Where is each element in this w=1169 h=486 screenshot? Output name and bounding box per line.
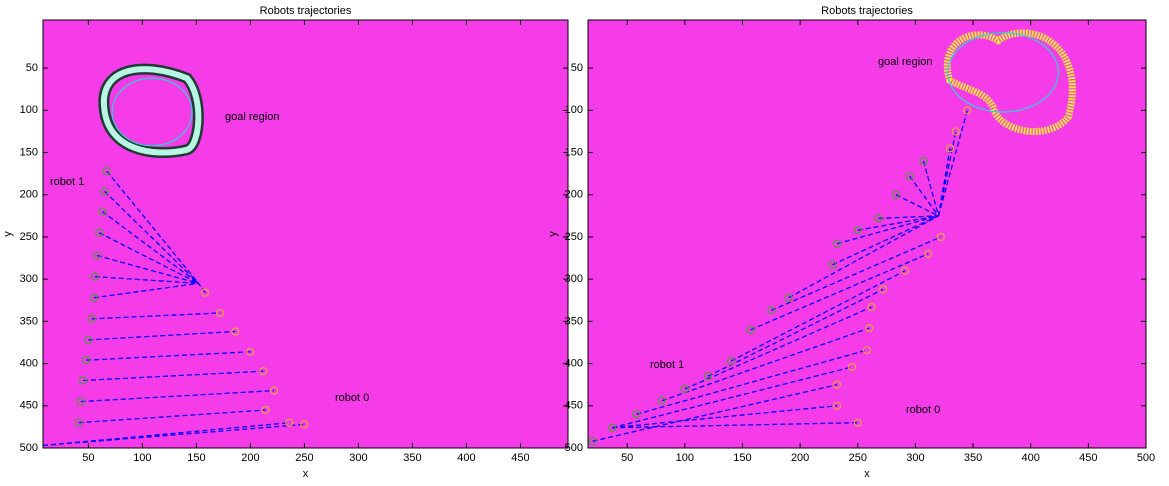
y-tick-label: 100 <box>565 104 583 116</box>
y-tick-label: 200 <box>20 189 38 201</box>
x-axis-label: x <box>864 468 870 480</box>
chart-right: robot 1 robot 0 goal region 50 100 150 200 250 3… <box>547 5 1155 480</box>
x-tick-label: 450 <box>1079 452 1097 464</box>
x-tick-label: 300 <box>906 452 924 464</box>
x-tick-label: 400 <box>457 452 475 464</box>
x-tick-label: 500 <box>1137 452 1155 464</box>
y-tick-label: 450 <box>565 400 583 412</box>
y-tick-label: 450 <box>20 400 38 412</box>
x-tick-label: 300 <box>349 452 367 464</box>
plot-background <box>43 20 568 448</box>
robot-label: robot 0 <box>335 392 369 404</box>
y-tick-label: 300 <box>565 273 583 285</box>
x-tick-label: 150 <box>733 452 751 464</box>
y-tick-label: 150 <box>565 146 583 158</box>
plot-background <box>588 20 1146 448</box>
x-tick-label: 50 <box>82 452 94 464</box>
y-tick-label: 500 <box>565 442 583 454</box>
y-tick-label: 300 <box>20 273 38 285</box>
y-axis-label: y <box>547 231 559 237</box>
chart-left: robot 1 robot 0 goal region 50 100 150 200 250 3… <box>2 5 568 480</box>
x-tick-label: 350 <box>403 452 421 464</box>
y-axis-label: y <box>2 231 14 237</box>
robot-label: robot 0 <box>906 404 940 416</box>
x-tick-label: 350 <box>964 452 982 464</box>
y-tick-label: 50 <box>571 62 583 74</box>
robot-label: robot 1 <box>50 176 84 188</box>
x-tick-label: 100 <box>676 452 694 464</box>
y-tick-label: 100 <box>20 104 38 116</box>
goal-label: goal region <box>225 111 279 123</box>
y-tick-label: 150 <box>20 146 38 158</box>
y-tick-label: 400 <box>20 357 38 369</box>
chart-title: Robots trajectories <box>260 5 352 17</box>
x-axis-label: x <box>303 468 309 480</box>
y-tick-label: 400 <box>565 357 583 369</box>
x-tick-label: 400 <box>1022 452 1040 464</box>
x-tick-label: 200 <box>791 452 809 464</box>
y-tick-label: 250 <box>565 231 583 243</box>
x-tick-label: 50 <box>621 452 633 464</box>
y-tick-label: 500 <box>20 442 38 454</box>
y-tick-label: 50 <box>26 62 38 74</box>
y-tick-label: 350 <box>565 315 583 327</box>
robot-label: robot 1 <box>650 359 684 371</box>
y-tick-label: 350 <box>20 315 38 327</box>
x-tick-label: 250 <box>295 452 313 464</box>
chart-title: Robots trajectories <box>821 5 913 17</box>
x-tick-label: 200 <box>241 452 259 464</box>
x-tick-label: 100 <box>133 452 151 464</box>
figure: robot 1 robot 0 goal region 50 100 150 200 250 3… <box>0 0 1169 481</box>
x-tick-label: 150 <box>187 452 205 464</box>
x-tick-label: 450 <box>511 452 529 464</box>
goal-label: goal region <box>878 56 932 68</box>
x-tick-label: 250 <box>849 452 867 464</box>
y-tick-label: 250 <box>20 231 38 243</box>
y-tick-label: 200 <box>565 189 583 201</box>
